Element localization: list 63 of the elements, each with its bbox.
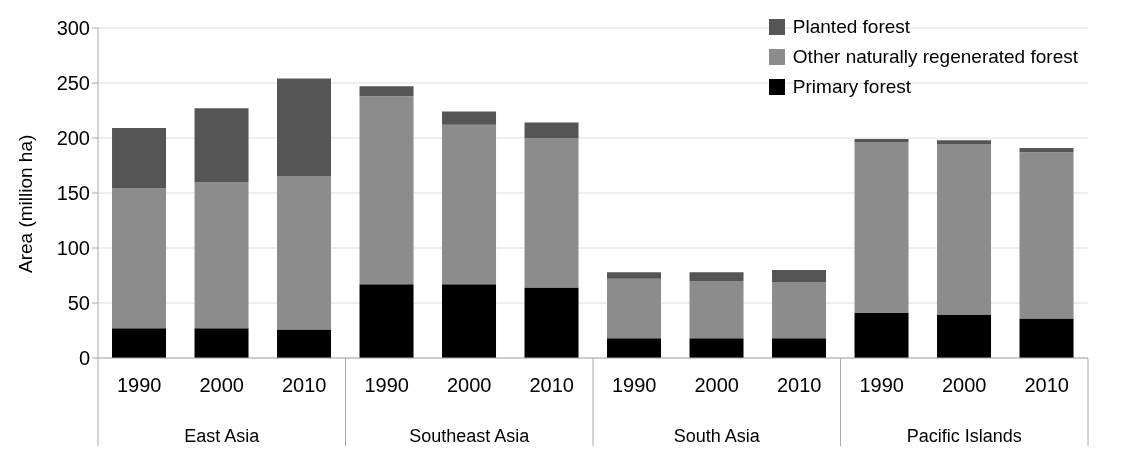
bar bbox=[772, 282, 827, 339]
x-tick-label: 1990 bbox=[859, 374, 904, 396]
bar bbox=[689, 281, 744, 339]
x-tick-label: 2000 bbox=[942, 374, 987, 396]
bar bbox=[607, 278, 662, 339]
bar bbox=[854, 312, 909, 358]
y-tick-label: 0 bbox=[78, 347, 90, 370]
y-tick-label: 150 bbox=[56, 182, 90, 205]
x-tick-label: 1990 bbox=[117, 374, 162, 396]
bar bbox=[607, 338, 662, 358]
x-tick-label: 2010 bbox=[1024, 374, 1069, 396]
bar bbox=[277, 78, 332, 177]
bar bbox=[442, 284, 497, 358]
x-tick-label: 2000 bbox=[447, 374, 492, 396]
x-tick-label: 1990 bbox=[364, 374, 409, 396]
text: Southeast Asia bbox=[409, 426, 531, 446]
y-axis-title: Area (million ha) bbox=[14, 134, 36, 273]
bar bbox=[194, 182, 249, 329]
y-tick-label: 300 bbox=[56, 17, 90, 40]
bar bbox=[607, 272, 662, 279]
y-tick-label: 250 bbox=[56, 72, 90, 95]
bar bbox=[937, 144, 992, 316]
y-tick-label: 50 bbox=[67, 292, 90, 315]
bar bbox=[937, 140, 992, 145]
y-tick-label: 200 bbox=[56, 127, 90, 150]
bar bbox=[689, 272, 744, 281]
bar bbox=[277, 329, 332, 358]
bar bbox=[524, 138, 579, 288]
y-tick-label: 100 bbox=[56, 237, 90, 260]
bar bbox=[442, 111, 497, 125]
x-tick-label: 1990 bbox=[612, 374, 657, 396]
bar bbox=[524, 287, 579, 358]
x-tick-label: 2000 bbox=[694, 374, 739, 396]
bar bbox=[112, 328, 167, 358]
bar bbox=[1019, 318, 1074, 358]
text: Pacific Islands bbox=[906, 426, 1022, 446]
legend-label: Primary forest bbox=[792, 76, 912, 98]
bar bbox=[1019, 147, 1074, 153]
bar bbox=[194, 328, 249, 358]
x-tick-label: 2010 bbox=[282, 374, 327, 396]
bar bbox=[1019, 152, 1074, 319]
text: South Asia bbox=[673, 426, 761, 446]
bar bbox=[854, 142, 909, 313]
bar bbox=[442, 124, 497, 285]
bar bbox=[772, 338, 827, 358]
bar bbox=[854, 139, 909, 143]
bar bbox=[359, 86, 414, 97]
legend-label: Other naturally regenerated forest bbox=[792, 46, 1078, 68]
bar bbox=[524, 122, 579, 138]
text: East Asia bbox=[184, 426, 261, 446]
x-tick-label: 2000 bbox=[199, 374, 244, 396]
x-tick-label: 2010 bbox=[777, 374, 822, 396]
bar bbox=[112, 128, 167, 189]
bar bbox=[359, 284, 414, 358]
bar bbox=[277, 176, 332, 330]
bar bbox=[772, 270, 827, 283]
bar bbox=[937, 315, 992, 358]
legend-label: Planted forest bbox=[792, 16, 911, 38]
bar bbox=[112, 188, 167, 329]
bar bbox=[194, 108, 249, 182]
x-tick-label: 2010 bbox=[529, 374, 574, 396]
bar bbox=[689, 338, 744, 358]
bar bbox=[359, 96, 414, 285]
